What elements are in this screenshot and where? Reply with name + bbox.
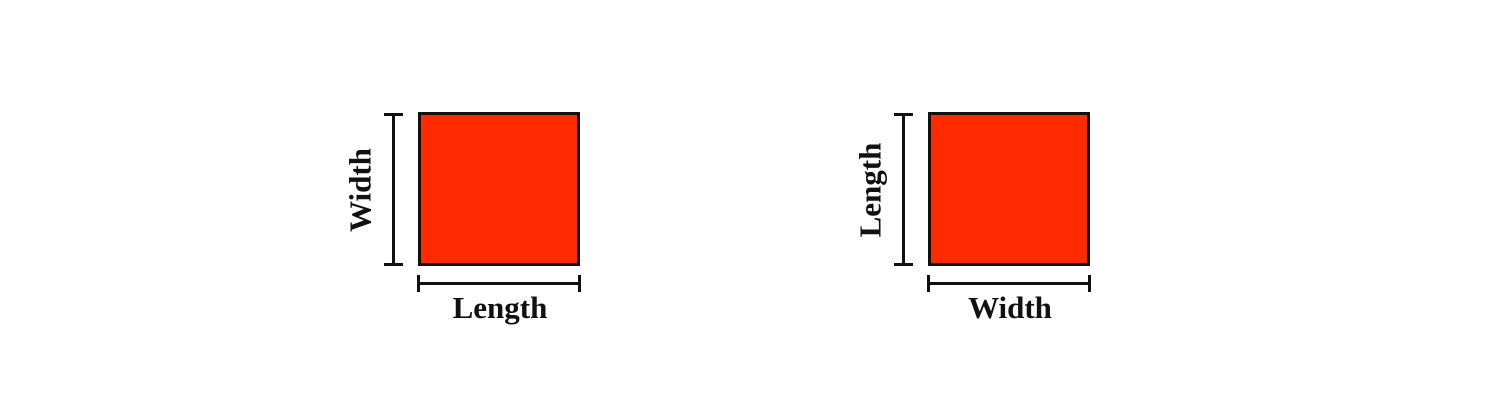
vertical-label-container: Width (338, 114, 382, 266)
red-square (418, 112, 580, 266)
vertical-label-container: Length (848, 114, 892, 266)
rectangle-diagram-1: Width Length (330, 0, 630, 400)
horizontal-bracket-right-cap (578, 275, 581, 292)
vertical-dimension-line (902, 114, 905, 266)
red-square (928, 112, 1090, 266)
horizontal-dimension-label: Width (968, 290, 1052, 325)
horizontal-dimension-label: Length (452, 290, 548, 325)
vertical-bracket-bottom-cap (384, 263, 403, 266)
horizontal-dimension-line (928, 282, 1090, 285)
horizontal-dimension-line (418, 282, 580, 285)
vertical-dimension-label: Length (852, 142, 888, 238)
horizontal-bracket-right-cap (1088, 275, 1091, 292)
rectangle-diagram-2: Length Width (840, 0, 1140, 400)
vertical-dimension-line (392, 114, 395, 266)
vertical-dimension-label: Width (342, 148, 378, 232)
vertical-bracket-bottom-cap (894, 263, 913, 266)
